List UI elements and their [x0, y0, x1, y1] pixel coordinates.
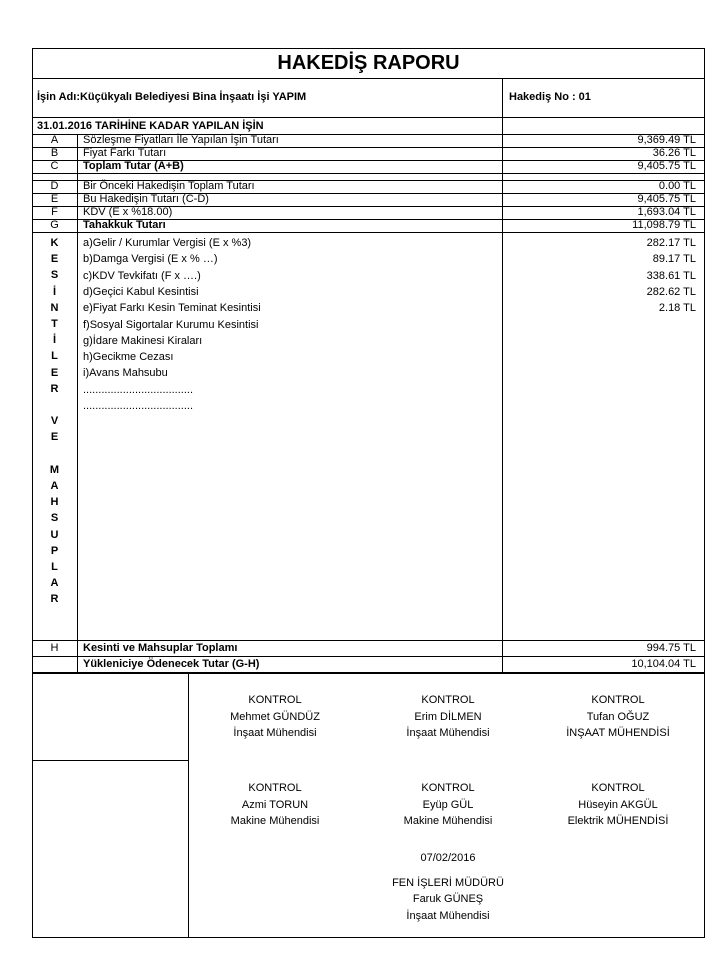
- approval-role: FEN İŞLERİ MÜDÜRÜ: [392, 877, 504, 889]
- signature-name: Hüseyin AKGÜL: [578, 798, 658, 811]
- row-letter: E: [50, 193, 59, 205]
- signature-name: Eyüp GÜL: [422, 798, 474, 811]
- deduction-label: i)Avans Mahsubu: [83, 367, 168, 380]
- signature-role: KONTROL: [421, 782, 475, 794]
- row-letter: H: [50, 641, 59, 654]
- signature-role: KONTROL: [421, 694, 475, 706]
- kesintiler-letter: S: [50, 512, 59, 525]
- signature-title: Makine Mühendisi: [230, 815, 320, 827]
- report-border: [32, 48, 705, 938]
- row-letter: G: [50, 219, 59, 231]
- deduction-value: 89.17 TL: [652, 253, 696, 266]
- signature-name: Tufan OĞUZ: [586, 710, 650, 723]
- section-header: 31.01.2016 TARİHİNE KADAR YAPILAN İŞİN: [37, 120, 264, 132]
- row-letter: F: [51, 206, 58, 218]
- deduction-label: g)İdare Makinesi Kiraları: [83, 334, 203, 347]
- signature-name: Azmi TORUN: [241, 798, 309, 811]
- row-value: 36.26 TL: [652, 147, 696, 159]
- report-title: HAKEDİŞ RAPORU: [277, 52, 460, 74]
- kesintiler-letter: R: [50, 593, 59, 606]
- deduction-label: f)Sosyal Sigortalar Kurumu Kesintisi: [83, 318, 259, 331]
- row-value: 0.00 TL: [658, 180, 696, 192]
- row-letter: D: [50, 180, 59, 192]
- row-value: 1,693.04 TL: [637, 206, 696, 218]
- deduction-label: c)KDV Tevkifatı (F x ….): [83, 269, 201, 282]
- kesintiler-letter: M: [49, 463, 60, 476]
- row-value: 9,405.75 TL: [637, 193, 696, 205]
- kesintiler-letter: K: [50, 237, 59, 249]
- row-label: Fiyat Farkı Tutarı: [83, 147, 167, 159]
- kesintiler-letter: N: [50, 301, 59, 314]
- deduction-value: 338.61 TL: [646, 269, 696, 282]
- kesintiler-letter: T: [51, 318, 58, 330]
- deduction-value: 282.17 TL: [646, 237, 696, 249]
- signature-role: KONTROL: [591, 782, 645, 794]
- kesintiler-letter: H: [50, 496, 59, 509]
- row-label: Bir Önceki Hakedişin Toplam Tutarı: [83, 180, 255, 192]
- signature-name: Mehmet GÜNDÜZ: [230, 710, 320, 723]
- approval-name: Faruk GÜNEŞ: [412, 893, 484, 905]
- deduction-label: b)Damga Vergisi (E x % …): [83, 253, 218, 266]
- signature-name: Erim DİLMEN: [414, 710, 482, 723]
- kesintiler-letter: R: [50, 382, 59, 395]
- kesintiler-letter: A: [50, 480, 59, 492]
- deduction-value: 282.62 TL: [646, 285, 696, 298]
- signature-title: Makine Mühendisi: [403, 815, 493, 827]
- kesintiler-letter: S: [50, 269, 59, 282]
- deduction-label: e)Fiyat Farkı Kesin Teminat Kesintisi: [83, 302, 261, 315]
- deduction-value: 2.18 TL: [658, 302, 696, 315]
- signature-title: Elektrik MÜHENDİSİ: [567, 815, 669, 827]
- signature-role: KONTROL: [248, 782, 302, 794]
- kesintiler-letter: İ: [52, 285, 57, 298]
- row-value: 10,104.04 TL: [631, 657, 696, 670]
- job-name: İşin Adı:Küçükyalı Belediyesi Bina İnşaa…: [37, 91, 307, 103]
- kesintiler-letter: U: [50, 528, 59, 541]
- deduction-label: a)Gelir / Kurumlar Vergisi (E x %3): [83, 237, 252, 249]
- deduction-label: d)Geçici Kabul Kesintisi: [83, 285, 199, 298]
- approval-date: 07/02/2016: [420, 852, 476, 864]
- row-label: KDV (E x %18.00): [83, 206, 173, 218]
- kesintiler-letter: E: [50, 431, 59, 444]
- row-letter: C: [50, 160, 59, 172]
- row-value: 11,098.79 TL: [632, 219, 696, 231]
- row-label: Yükleniciye Ödenecek Tutar (G-H): [83, 657, 260, 670]
- signature-role: KONTROL: [248, 694, 302, 706]
- kesintiler-letter: P: [50, 544, 59, 557]
- signature-role: KONTROL: [591, 694, 645, 706]
- row-label: Sözleşme Fiyatları İle Yapılan İşin Tuta…: [83, 134, 279, 146]
- kesintiler-letter: İ: [52, 334, 57, 347]
- deduction-label: ....................................: [83, 400, 194, 412]
- kesintiler-letter: L: [51, 350, 58, 363]
- row-label: Toplam Tutar (A+B): [83, 160, 184, 172]
- kesintiler-letter: E: [50, 366, 59, 379]
- row-letter: A: [50, 134, 59, 146]
- kesintiler-letter: A: [50, 577, 59, 590]
- signature-title: İnşaat Mühendisi: [233, 727, 317, 739]
- row-value: 9,369.49 TL: [637, 134, 696, 146]
- kesintiler-letter: L: [51, 561, 58, 573]
- hakedis-number: Hakediş No : 01: [509, 91, 591, 103]
- signature-title: İNŞAAT MÜHENDİSİ: [566, 727, 670, 739]
- deduction-label: h)Gecikme Cezası: [83, 351, 174, 364]
- signature-title: İnşaat Mühendisi: [406, 727, 490, 739]
- deduction-label: ....................................: [83, 383, 194, 396]
- row-value: 9,405.75 TL: [637, 160, 696, 172]
- row-value: 994.75 TL: [646, 641, 696, 654]
- kesintiler-letter: V: [50, 415, 59, 428]
- kesintiler-letter: E: [50, 253, 59, 266]
- row-label: Kesinti ve Mahsuplar Toplamı: [83, 641, 238, 654]
- approval-title: İnşaat Mühendisi: [406, 910, 490, 922]
- row-label: Tahakkuk Tutarı: [83, 219, 166, 231]
- row-label: Bu Hakedişin Tutarı (C-D): [83, 193, 209, 205]
- row-letter: B: [50, 147, 59, 159]
